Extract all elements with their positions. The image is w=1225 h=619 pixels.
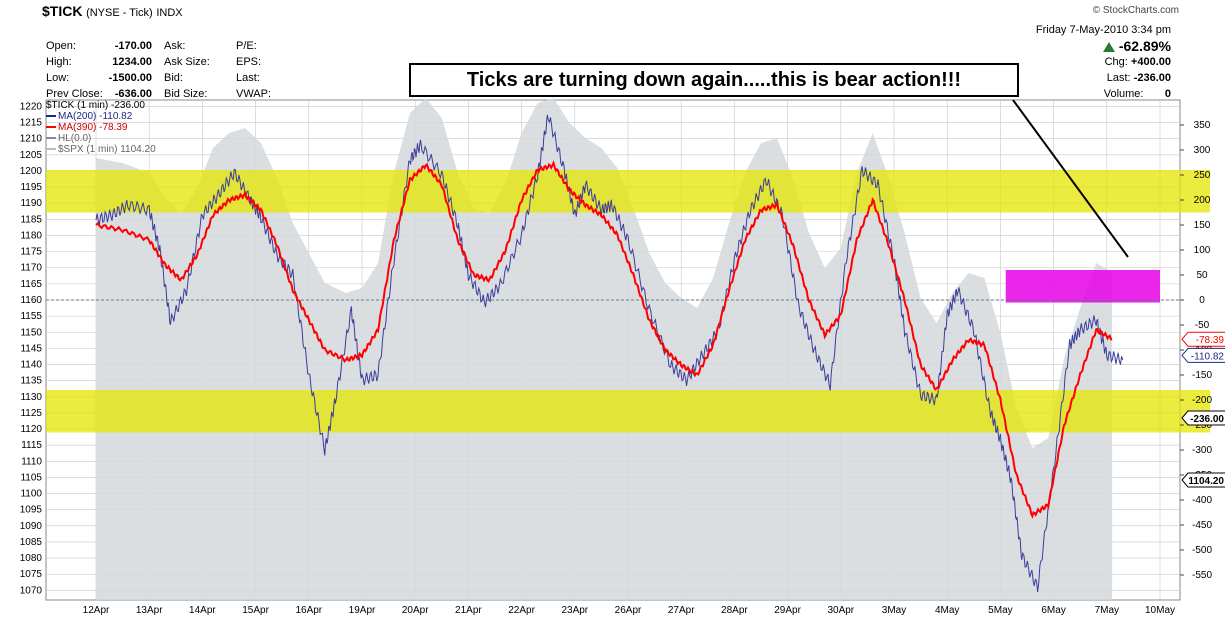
value-flag-label: -110.82 <box>1191 351 1225 362</box>
left-tick-label: 1195 <box>20 182 42 193</box>
x-tick-label: 16Apr <box>295 605 322 616</box>
left-tick-label: 1190 <box>20 198 42 209</box>
legend-title: $TICK (1 min) -236.00 <box>46 100 156 111</box>
left-tick-label: 1090 <box>20 521 43 532</box>
left-tick-label: 1200 <box>20 166 43 177</box>
ma200-swatch <box>46 115 56 117</box>
left-tick-label: 1120 <box>20 424 42 435</box>
value-flag-label: -236.00 <box>1190 414 1224 425</box>
x-tick-label: 12Apr <box>83 605 110 616</box>
x-tick-label: 6May <box>1041 605 1065 616</box>
left-tick-label: 1070 <box>20 585 43 596</box>
x-tick-label: 27Apr <box>668 605 695 616</box>
yellow-band <box>46 170 1210 213</box>
x-tick-label: 23Apr <box>561 605 588 616</box>
x-tick-label: 7May <box>1095 605 1119 616</box>
legend-hl: HL(0.0) <box>58 133 91 144</box>
left-tick-label: 1080 <box>20 553 43 564</box>
x-tick-label: 19Apr <box>349 605 376 616</box>
left-tick-label: 1175 <box>20 247 42 258</box>
value-flag-label: -78.39 <box>1196 335 1225 346</box>
x-tick-label: 3May <box>882 605 906 616</box>
right-tick-label: -150 <box>1192 370 1212 381</box>
left-tick-label: 1130 <box>20 392 42 403</box>
left-tick-label: 1165 <box>20 279 42 290</box>
hl-swatch <box>46 137 56 139</box>
chart-legend: $TICK (1 min) -236.00 MA(200) -110.82 MA… <box>46 100 156 155</box>
x-tick-label: 29Apr <box>774 605 801 616</box>
right-tick-label: 200 <box>1194 195 1211 206</box>
left-tick-label: 1155 <box>20 311 42 322</box>
left-tick-label: 1210 <box>20 134 43 145</box>
left-tick-label: 1085 <box>20 537 43 548</box>
right-tick-label: 0 <box>1199 295 1205 306</box>
right-tick-label: -400 <box>1192 495 1212 506</box>
right-tick-label: 50 <box>1196 270 1208 281</box>
x-tick-label: 30Apr <box>827 605 854 616</box>
right-tick-label: 250 <box>1194 170 1211 181</box>
ma390-swatch <box>46 126 56 128</box>
right-tick-label: 350 <box>1194 120 1211 131</box>
left-tick-label: 1110 <box>21 456 42 467</box>
left-tick-label: 1140 <box>20 360 42 371</box>
right-tick-label: 150 <box>1194 220 1211 231</box>
right-tick-label: 300 <box>1194 145 1211 156</box>
left-tick-label: 1215 <box>20 118 43 129</box>
left-tick-label: 1075 <box>20 569 43 580</box>
right-tick-label: -500 <box>1192 545 1212 556</box>
left-tick-label: 1105 <box>20 472 42 483</box>
right-tick-label: -50 <box>1195 320 1210 331</box>
x-tick-label: 15Apr <box>242 605 269 616</box>
legend-spx: $SPX (1 min) 1104.20 <box>58 144 156 155</box>
legend-ma390: MA(390) -78.39 <box>58 122 127 133</box>
right-tick-label: -200 <box>1192 395 1212 406</box>
left-tick-label: 1205 <box>20 150 43 161</box>
yellow-band <box>46 390 1210 433</box>
right-tick-label: -450 <box>1192 520 1212 531</box>
x-tick-label: 13Apr <box>136 605 163 616</box>
left-tick-label: 1185 <box>20 214 42 225</box>
left-tick-label: 1135 <box>20 376 42 387</box>
x-tick-label: 26Apr <box>615 605 642 616</box>
left-tick-label: 1145 <box>20 343 42 354</box>
left-tick-label: 1125 <box>20 408 42 419</box>
x-tick-label: 28Apr <box>721 605 748 616</box>
right-tick-label: 100 <box>1194 245 1211 256</box>
left-tick-label: 1220 <box>20 101 43 112</box>
x-tick-label: 20Apr <box>402 605 429 616</box>
right-tick-label: -550 <box>1192 570 1212 581</box>
left-tick-label: 1150 <box>20 327 42 338</box>
x-tick-label: 10May <box>1145 605 1175 616</box>
left-tick-label: 1115 <box>21 440 42 451</box>
x-tick-label: 4May <box>935 605 959 616</box>
left-tick-label: 1160 <box>20 295 42 306</box>
value-flag-label: 1104.20 <box>1188 476 1224 487</box>
x-tick-label: 22Apr <box>508 605 535 616</box>
left-tick-label: 1100 <box>20 489 42 500</box>
x-tick-label: 21Apr <box>455 605 482 616</box>
magenta-band <box>1006 270 1160 303</box>
legend-ma200: MA(200) -110.82 <box>58 111 132 122</box>
spx-swatch <box>46 148 56 150</box>
x-tick-label: 5May <box>988 605 1012 616</box>
left-tick-label: 1095 <box>20 505 43 516</box>
right-tick-label: -300 <box>1192 445 1212 456</box>
left-tick-label: 1170 <box>20 263 42 274</box>
annotation-box: Ticks are turning down again.....this is… <box>409 63 1019 97</box>
x-tick-label: 14Apr <box>189 605 216 616</box>
left-tick-label: 1180 <box>20 230 42 241</box>
